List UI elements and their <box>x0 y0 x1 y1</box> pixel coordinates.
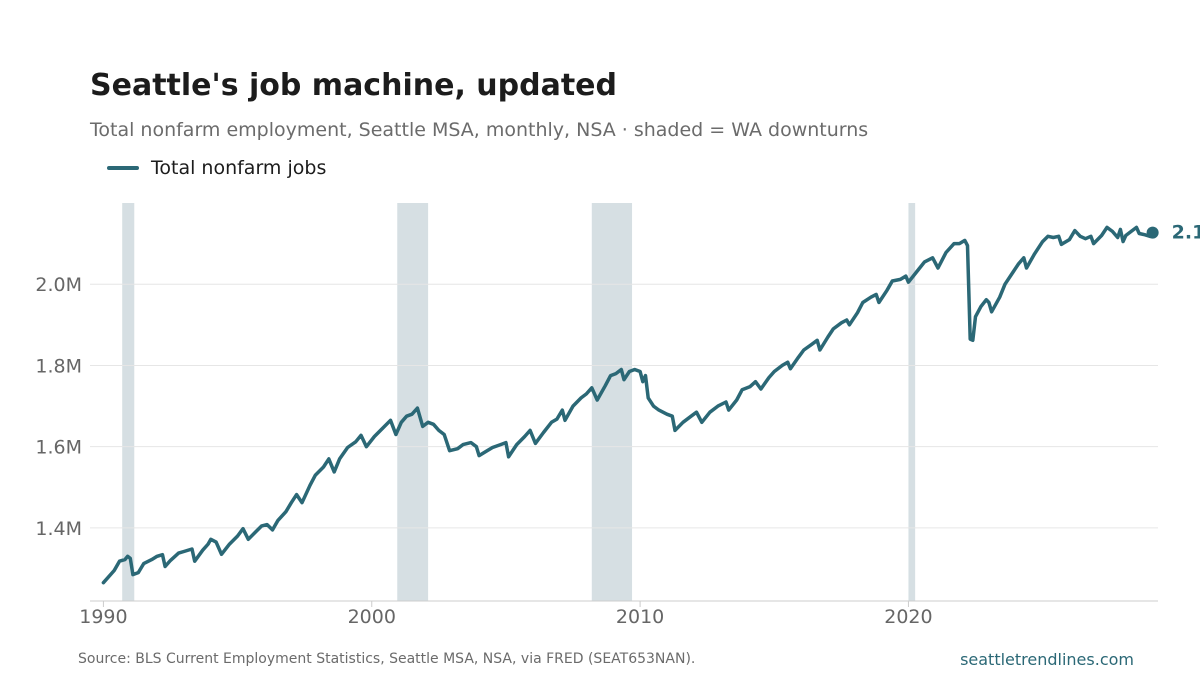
downturn-band-1 <box>122 203 135 601</box>
source-note: Source: BLS Current Employment Statistic… <box>78 651 696 667</box>
site-link[interactable]: seattletrendlines.com <box>960 650 1134 669</box>
chart-title: Seattle's job machine, updated <box>90 68 617 103</box>
end-value-label: 2.14M <box>1172 222 1200 244</box>
downturn-band-3 <box>591 203 633 601</box>
legend-label: Total nonfarm jobs <box>151 157 327 179</box>
x-tick-label: 2000 <box>348 606 396 628</box>
end-point-marker <box>1146 226 1159 239</box>
series-line-total-nonfarm-jobs <box>101 225 1155 585</box>
downturn-band-2 <box>397 203 429 601</box>
y-tick-label: 2.0M <box>35 274 82 296</box>
chart-legend: Total nonfarm jobs <box>107 157 326 179</box>
x-tick-label: 2020 <box>884 606 932 628</box>
y-tick-label: 1.4M <box>35 518 82 540</box>
downturn-band-4 <box>908 203 916 601</box>
legend-line-swatch <box>107 166 139 170</box>
chart-subtitle: Total nonfarm employment, Seattle MSA, m… <box>90 119 869 141</box>
y-tick-label: 1.8M <box>35 355 82 377</box>
x-tick-label: 2010 <box>616 606 664 628</box>
y-tick-label: 1.6M <box>35 437 82 459</box>
x-tick-label: 1990 <box>79 606 127 628</box>
